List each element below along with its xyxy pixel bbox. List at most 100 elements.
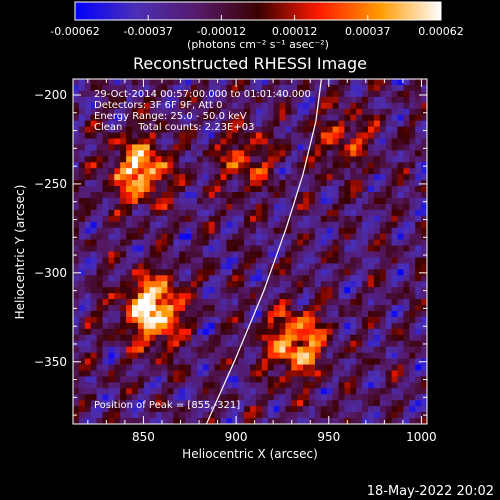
heatmap-cell — [114, 156, 121, 163]
heatmap-cell — [202, 305, 210, 312]
heatmap-cell — [114, 180, 121, 187]
heatmap-cell — [244, 310, 251, 318]
heatmap-cell — [238, 239, 245, 247]
heatmap-cell — [179, 257, 186, 264]
heatmap-cell — [196, 358, 204, 366]
heatmap-cell — [261, 316, 269, 324]
heatmap-cell — [238, 102, 245, 110]
heatmap-cell — [214, 126, 222, 134]
heatmap-cell — [303, 180, 310, 187]
heatmap-cell — [137, 108, 145, 116]
heatmap-cell — [196, 388, 204, 395]
heatmap-cell — [397, 305, 404, 312]
heatmap-cell — [244, 245, 251, 253]
heatmap-cell — [214, 102, 222, 110]
heatmap-cell — [90, 79, 98, 86]
heatmap-cell — [102, 108, 109, 116]
heatmap-cell — [373, 114, 381, 122]
heatmap-cell — [421, 138, 427, 146]
heatmap-cell — [415, 174, 422, 181]
heatmap-cell — [78, 174, 86, 181]
heatmap-cell — [232, 412, 239, 419]
heatmap-cell — [232, 406, 239, 413]
heatmap-cell — [238, 400, 245, 407]
heatmap-cell — [344, 221, 351, 229]
heatmap-cell — [214, 275, 222, 282]
heatmap-cell — [202, 203, 210, 211]
heatmap-cell — [196, 299, 204, 306]
heatmap-cell — [214, 96, 222, 104]
heatmap-cell — [273, 388, 281, 395]
heatmap-cell — [279, 299, 286, 306]
heatmap-cell — [344, 316, 351, 324]
heatmap-cell — [421, 316, 427, 324]
heatmap-cell — [167, 197, 174, 205]
heatmap-cell — [320, 168, 328, 175]
heatmap-cell — [421, 144, 427, 151]
heatmap-cell — [232, 168, 239, 175]
heatmap-cell — [167, 203, 174, 211]
heatmap-cell — [403, 310, 410, 318]
heatmap-cell — [84, 162, 92, 169]
heatmap-cell — [379, 84, 387, 92]
heatmap-cell — [238, 221, 245, 229]
heatmap-cell — [350, 293, 357, 300]
heatmap-cell — [78, 197, 86, 205]
heatmap-cell — [161, 305, 168, 312]
heatmap-cell — [126, 388, 133, 395]
heatmap-cell — [350, 197, 357, 205]
heatmap-cell — [309, 203, 316, 211]
heatmap-cell — [350, 203, 357, 211]
heatmap-cell — [167, 209, 174, 217]
heatmap-cell — [84, 328, 92, 336]
heatmap-cell — [350, 162, 357, 169]
heatmap-cell — [161, 358, 168, 366]
heatmap-cell — [155, 90, 163, 98]
heatmap-cell — [250, 120, 257, 128]
heatmap-cell — [132, 192, 139, 199]
heatmap-cell — [273, 281, 281, 288]
heatmap-cell — [403, 305, 410, 312]
heatmap-cell — [356, 90, 363, 98]
heatmap-cell — [356, 400, 363, 407]
heatmap-cell — [108, 197, 115, 205]
heatmap-cell — [155, 263, 163, 270]
heatmap-cell — [397, 340, 404, 348]
heatmap-cell — [397, 90, 404, 98]
heatmap-cell — [173, 352, 180, 360]
heatmap-cell — [285, 192, 292, 199]
heatmap-cell — [379, 215, 387, 223]
heatmap-cell — [350, 102, 357, 110]
heatmap-cell — [291, 257, 298, 264]
heatmap-cell — [279, 334, 286, 342]
heatmap-cell — [173, 144, 180, 151]
heatmap-cell — [320, 138, 328, 146]
heatmap-cell — [84, 358, 92, 366]
heatmap-cell — [279, 180, 286, 187]
heatmap-cell — [185, 305, 192, 312]
heatmap-cell — [226, 84, 233, 92]
heatmap-cell — [108, 275, 115, 282]
heatmap-cell — [155, 144, 163, 151]
heatmap-cell — [379, 352, 387, 360]
heatmap-cell — [167, 114, 174, 122]
heatmap-cell — [90, 144, 98, 151]
heatmap-cell — [385, 239, 393, 247]
heatmap-cell — [409, 79, 416, 86]
heatmap-cell — [202, 299, 210, 306]
heatmap-cell — [250, 418, 257, 424]
heatmap-cell — [250, 192, 257, 199]
heatmap-cell — [397, 293, 404, 300]
heatmap-cell — [356, 281, 363, 288]
heatmap-cell — [84, 138, 92, 146]
heatmap-cell — [273, 197, 281, 205]
heatmap-cell — [202, 310, 210, 318]
heatmap-cell — [415, 334, 422, 342]
heatmap-cell — [149, 328, 157, 336]
heatmap-cell — [314, 156, 322, 163]
heatmap-cell — [362, 156, 369, 163]
heatmap-cell — [244, 79, 251, 86]
heatmap-cell — [326, 263, 334, 270]
heatmap-cell — [261, 138, 269, 146]
heatmap-cell — [297, 132, 304, 140]
